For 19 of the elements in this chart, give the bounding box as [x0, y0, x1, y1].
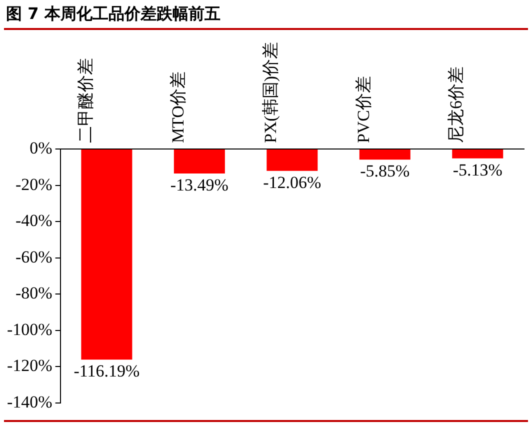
x-tick-label: MTO价差: [168, 72, 188, 144]
data-label: -12.06%: [263, 172, 322, 192]
y-tick-label: -40%: [15, 211, 52, 230]
y-tick-label: -20%: [15, 174, 52, 194]
data-label: -5.13%: [452, 160, 502, 180]
chart-title: 图 7 本周化工品价差跌幅前五: [6, 4, 220, 25]
y-tick-label: -80%: [15, 284, 52, 303]
y-tick-label: -100%: [6, 320, 52, 339]
y-tick-label: -60%: [15, 247, 52, 266]
x-tick-label: PX(韩国)价差: [261, 42, 280, 144]
y-tick-label: 0%: [30, 138, 52, 158]
data-label: -13.49%: [170, 175, 228, 194]
y-tick-label: -120%: [6, 356, 52, 376]
data-label: -116.19%: [74, 362, 140, 381]
x-tick-label: 尼龙6价差: [446, 66, 466, 144]
x-tick-label: 二甲醚价差: [76, 58, 95, 144]
x-tick-label: PVC价差: [354, 76, 373, 144]
data-label: -5.85%: [360, 162, 410, 181]
y-tick-label: -140%: [6, 392, 52, 412]
